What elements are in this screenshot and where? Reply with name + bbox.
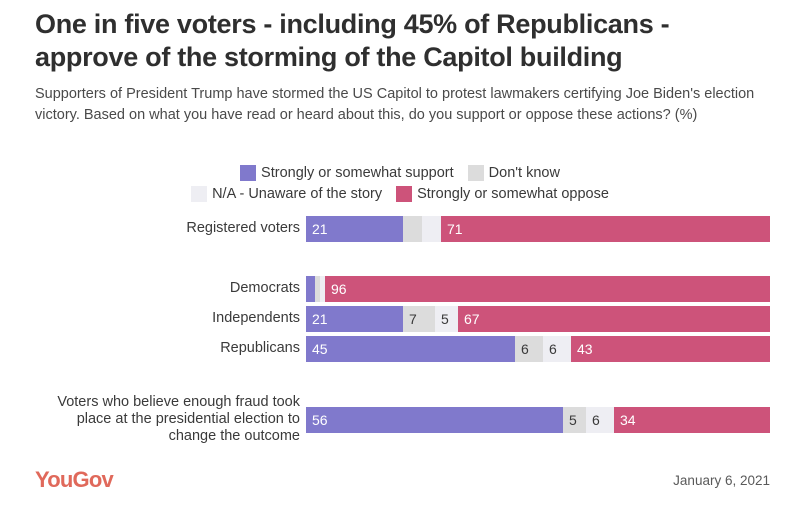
bar-segment-n-a-unaware-of-the-story — [320, 276, 325, 302]
bar-segment-strongly-or-somewhat-oppose — [614, 407, 770, 433]
legend-item-don-t-know: Don't know — [467, 164, 560, 181]
legend-item-strongly-or-somewhat-support: Strongly or somewhat support — [240, 164, 454, 181]
data-label: 7 — [409, 311, 417, 327]
legend-label: Strongly or somewhat support — [261, 164, 454, 181]
bar-segment-strongly-or-somewhat-oppose — [571, 336, 770, 362]
chart-title: One in five voters - including 45% of Re… — [35, 9, 670, 72]
legend-row: N/A - Unaware of the story Strongly or so… — [0, 183, 800, 204]
legend-item-strongly-or-somewhat-oppose: Strongly or somewhat oppose — [396, 185, 609, 202]
bar-segment-don-t-know — [403, 216, 422, 242]
legend-label: Don't know — [488, 164, 560, 181]
bar-segment-don-t-know — [403, 306, 435, 332]
data-label: 21 — [312, 221, 328, 237]
legend-swatch — [191, 185, 208, 202]
bar-segment-n-a-unaware-of-the-story — [435, 306, 458, 332]
bar-segment-strongly-or-somewhat-oppose — [458, 306, 770, 332]
category-label: Democrats — [229, 280, 300, 296]
data-label: 6 — [549, 341, 557, 357]
legend: Strongly or somewhat support Don't know N/… — [0, 162, 800, 204]
legend-row: Strongly or somewhat support Don't know — [0, 162, 800, 183]
yougov-logo: YouGov — [35, 467, 114, 492]
publish-date: January 6, 2021 — [673, 473, 770, 488]
legend-item-n-a-unaware-of-the-story: N/A - Unaware of the story — [191, 185, 383, 202]
bar-segment-strongly-or-somewhat-support — [306, 216, 403, 242]
bar-segment-don-t-know — [563, 407, 586, 433]
bar-segment-don-t-know — [515, 336, 543, 362]
data-label: 96 — [331, 281, 347, 297]
data-label: 56 — [312, 412, 328, 428]
legend-swatch — [240, 164, 257, 181]
data-label: 5 — [441, 311, 449, 327]
bar-segment-n-a-unaware-of-the-story — [422, 216, 441, 242]
bar-segment-strongly-or-somewhat-support — [306, 407, 563, 433]
category-label: Republicans — [220, 340, 300, 356]
legend-swatch — [467, 164, 484, 181]
data-label: 67 — [464, 311, 480, 327]
legend-label: N/A - Unaware of the story — [212, 185, 383, 202]
data-label: 43 — [577, 341, 593, 357]
bar-segment-strongly-or-somewhat-support — [306, 306, 403, 332]
category-label: Voters who believe enough fraud took pla… — [57, 394, 300, 444]
legend-label: Strongly or somewhat oppose — [417, 185, 609, 202]
bar-segment-don-t-know — [315, 276, 320, 302]
data-label: 21 — [312, 311, 328, 327]
bar-segment-n-a-unaware-of-the-story — [543, 336, 571, 362]
bar-segment-strongly-or-somewhat-support — [306, 276, 315, 302]
data-label: 34 — [620, 412, 636, 428]
data-label: 71 — [447, 221, 463, 237]
chart-subtitle: Supporters of President Trump have storm… — [35, 86, 755, 123]
bar-segment-strongly-or-somewhat-oppose — [441, 216, 770, 242]
category-label: Registered voters — [186, 220, 300, 236]
bar-segment-strongly-or-somewhat-oppose — [325, 276, 770, 302]
category-label: Independents — [212, 310, 300, 326]
legend-swatch — [396, 185, 413, 202]
bar-segment-strongly-or-somewhat-support — [306, 336, 515, 362]
data-label: 45 — [312, 341, 328, 357]
data-label: 6 — [521, 341, 529, 357]
data-label: 6 — [592, 412, 600, 428]
bar-segment-n-a-unaware-of-the-story — [586, 407, 614, 433]
data-label: 5 — [569, 412, 577, 428]
